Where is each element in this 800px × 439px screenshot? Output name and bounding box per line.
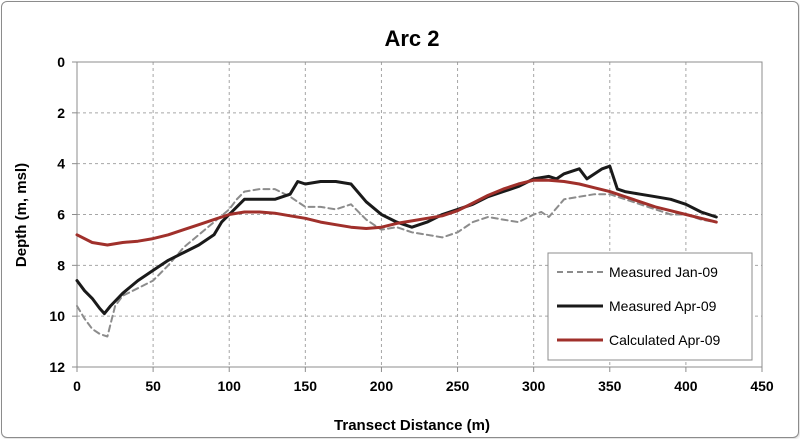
legend-label: Measured Apr-09: [609, 298, 717, 314]
x-tick-label: 0: [73, 378, 81, 394]
x-tick-label: 300: [522, 378, 546, 394]
x-tick-label: 450: [750, 378, 774, 394]
legend-label: Measured Jan-09: [609, 264, 718, 280]
x-axis-title: Transect Distance (m): [334, 417, 490, 434]
legend-label: Calculated Apr-09: [609, 332, 721, 348]
y-tick-label: 0: [57, 54, 65, 70]
series-line-2: [75, 164, 718, 316]
x-tick-label: 150: [294, 378, 318, 394]
y-tick-label: 12: [49, 359, 65, 375]
data-series: [75, 164, 718, 338]
legend: Measured Jan-09 Measured Apr-09 Calculated…: [547, 252, 753, 361]
y-tick-label: 2: [57, 105, 65, 121]
y-tick-label: 10: [49, 308, 65, 324]
series-line-1: [76, 188, 718, 338]
chart-title: Arc 2: [384, 26, 439, 51]
y-tick-label: 6: [57, 207, 65, 223]
x-tick-label: 50: [145, 378, 161, 394]
x-tick-label: 100: [218, 378, 242, 394]
x-tick-label: 350: [598, 378, 622, 394]
x-tick-label: 250: [446, 378, 470, 394]
series-line-3: [75, 178, 718, 247]
x-axis-ticks: 0 50 100 150 200 250 300 350 400 450: [73, 367, 774, 394]
x-tick-label: 400: [674, 378, 698, 394]
y-axis-title: Depth (m, msl): [13, 163, 30, 267]
x-tick-label: 200: [370, 378, 394, 394]
y-axis-ticks: 0 2 4 6 8 10 12: [49, 54, 77, 375]
y-tick-label: 4: [57, 156, 65, 172]
y-tick-label: 8: [57, 257, 65, 273]
